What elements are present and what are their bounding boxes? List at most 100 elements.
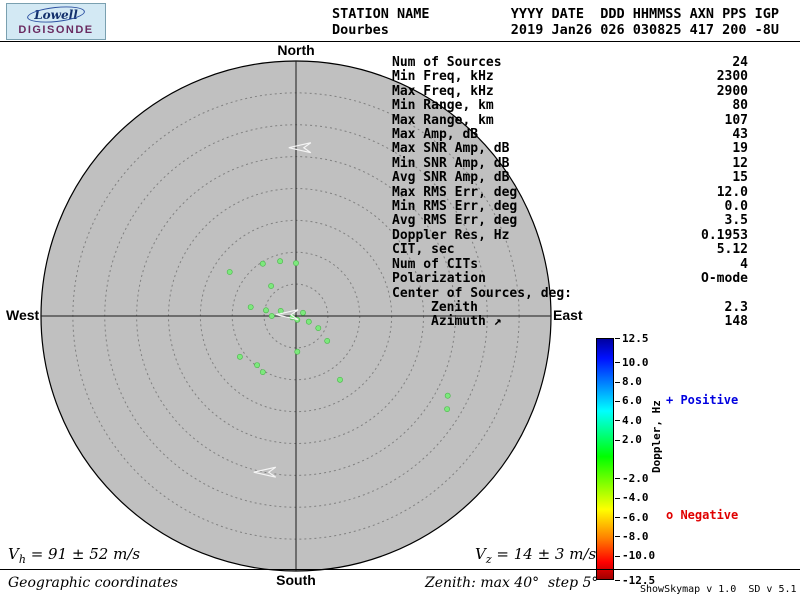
stat-row: Avg RMS Err, deg 3.5 — [392, 213, 748, 229]
skymap-plot — [40, 60, 552, 572]
zenith-range-label: Zenith: max 40° step 5° — [425, 575, 599, 591]
vh-value: = 91 ± 52 m/s — [25, 545, 141, 563]
colorbar-axis-label: Doppler, Hz — [650, 400, 663, 473]
stat-row: Num of CITs 4 — [392, 256, 748, 272]
negative-doppler-legend: o Negative — [666, 508, 739, 522]
stat-value: 12.0 — [716, 184, 748, 200]
colorbar-tick-label: -6.0 — [622, 510, 649, 524]
vertical-velocity-readout: Vz = 14 ± 3 m/s — [475, 545, 596, 566]
stat-label: Num of Sources — [392, 55, 502, 70]
colorbar-tickmark — [615, 381, 620, 383]
stat-value: 80 — [732, 98, 748, 114]
stat-label: Azimuth ↗ — [431, 314, 502, 330]
stat-label: CIT, sec — [392, 242, 455, 258]
stat-row: Min Freq, kHz 2300 — [392, 69, 748, 85]
stat-value: 107 — [724, 112, 748, 128]
stat-row: Zenith 2.3 — [392, 299, 748, 315]
vz-subscript: z — [485, 553, 492, 566]
stat-row: Azimuth ↗ 148 — [392, 314, 748, 330]
colorbar-tick-label: 12.5 — [622, 331, 649, 345]
stat-value: 2.3 — [724, 299, 748, 315]
source-points-group — [226, 258, 451, 412]
stat-value: 148 — [724, 314, 748, 330]
source-point — [259, 260, 266, 267]
colorbar-tickmark — [615, 439, 620, 441]
vh-subscript: h — [18, 553, 26, 566]
colorbar-tickmark — [615, 497, 620, 499]
colorbar-gradient — [596, 338, 614, 580]
stat-label: Max Amp, dB — [392, 127, 479, 143]
stat-value: 0.1953 — [701, 227, 748, 243]
stat-label: Min Range, km — [392, 98, 494, 114]
colorbar-tickmark — [615, 420, 620, 422]
source-point — [259, 369, 266, 375]
stat-value: 3.5 — [724, 213, 748, 229]
source-point — [293, 260, 299, 266]
stat-label: Polarization — [392, 271, 486, 287]
source-point — [226, 269, 233, 275]
source-point — [254, 362, 260, 368]
source-point — [324, 337, 331, 344]
header-values: Dourbes 2019 Jan26 026 030825 417 200 -8… — [332, 22, 780, 38]
footer-divider — [0, 569, 800, 570]
colorbar-tick-label: 6.0 — [622, 394, 642, 408]
stat-label: Min Freq, kHz — [392, 69, 494, 85]
stat-label: Min RMS Err, deg — [392, 199, 518, 215]
source-point — [277, 258, 283, 265]
stat-value: 15 — [732, 170, 748, 186]
colorbar-tick-label: -2.0 — [622, 471, 649, 485]
stat-row: Max SNR Amp, dB 19 — [392, 141, 748, 157]
colorbar-tick-label: -8.0 — [622, 529, 649, 543]
stat-row: Min RMS Err, deg 0.0 — [392, 199, 748, 215]
colorbar-tickmark — [615, 555, 620, 557]
colorbar-tick-label: -4.0 — [622, 491, 649, 505]
logo-digisonde-text: DIGISONDE — [18, 24, 94, 36]
vz-symbol: V — [475, 545, 486, 563]
source-point — [300, 309, 306, 316]
stat-row: Max Freq, kHz 2900 — [392, 83, 748, 99]
stat-row: CIT, sec 5.12 — [392, 242, 748, 258]
stat-label: Doppler Res, Hz — [392, 227, 510, 243]
stat-row: Max Range, km 107 — [392, 112, 748, 128]
colorbar-tick-label: 10.0 — [622, 355, 649, 369]
source-point — [444, 392, 451, 399]
stat-label: Max SNR Amp, dB — [392, 141, 510, 157]
direction-markers-group — [253, 142, 312, 478]
stat-row: Max RMS Err, deg 12.0 — [392, 184, 748, 200]
stat-row: Polarization O-mode — [392, 271, 748, 287]
stat-value: 4 — [740, 256, 748, 272]
source-point — [294, 348, 301, 355]
header-divider — [0, 41, 800, 42]
compass-east-label: East — [553, 307, 583, 323]
stat-row: Max Amp, dB 43 — [392, 127, 748, 143]
stat-label: Min SNR Amp, dB — [392, 155, 510, 171]
stat-label: Max Freq, kHz — [392, 83, 494, 99]
direction-marker — [288, 142, 312, 154]
compass-north-label: North — [277, 42, 315, 58]
stat-value: 0.0 — [724, 199, 748, 215]
compass-west-label: West — [6, 307, 40, 323]
stat-value: 2900 — [716, 83, 748, 99]
stats-center-header: Center of Sources, deg: — [392, 285, 573, 301]
stat-label: Max Range, km — [392, 112, 494, 128]
lowell-wordmark: Lowell — [26, 4, 86, 25]
stat-label: Num of CITs — [392, 256, 479, 272]
source-point — [305, 318, 312, 325]
colorbar-tickmark — [615, 400, 620, 402]
vh-symbol: V — [8, 545, 19, 563]
source-point — [315, 325, 322, 331]
stats-panel: Num of Sources 24 Min Freq, kHz 2300 Max Fre… — [392, 55, 748, 330]
stat-row: Doppler Res, Hz 0.1953 — [392, 227, 748, 243]
direction-marker — [253, 466, 277, 478]
stat-label: Max RMS Err, deg — [392, 184, 518, 200]
source-point — [236, 353, 243, 360]
source-point — [247, 304, 254, 310]
header-columns: STATION NAME YYYY DATE DDD HHMMSS AXN PP… — [332, 6, 780, 22]
source-point — [337, 376, 343, 383]
stat-row: Min SNR Amp, dB 12 — [392, 155, 748, 171]
colorbar-tick-label: 4.0 — [622, 413, 642, 427]
source-point — [444, 406, 450, 412]
source-point — [268, 313, 275, 319]
source-point — [268, 283, 274, 289]
